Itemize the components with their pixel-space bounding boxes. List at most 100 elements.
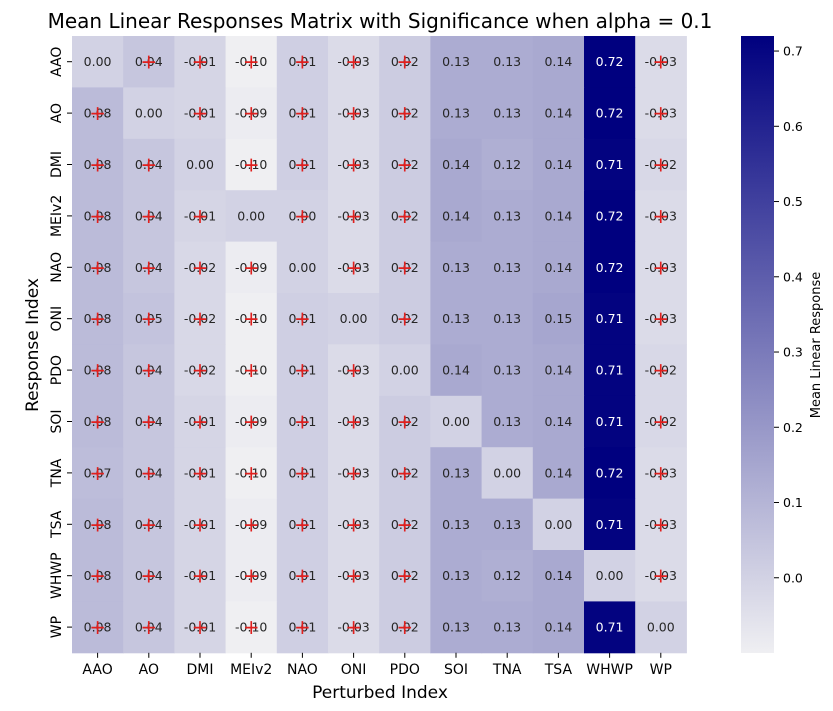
significance-marker: +: [89, 153, 106, 177]
cell-value-label: 0.05: [135, 311, 163, 326]
significance-marker: +: [396, 564, 413, 588]
heatmap-cell: [379, 550, 431, 602]
cell-value-label: -0.03: [645, 311, 677, 326]
x-tick-label: SOI: [444, 662, 468, 678]
significance-marker: +: [192, 307, 209, 331]
cell-value-label: 0.04: [135, 620, 163, 635]
cell-value-label: -0.03: [645, 568, 677, 583]
cell-value-label: 0.01: [288, 311, 316, 326]
heatmap-cell: [276, 601, 329, 654]
heatmap-cell: [584, 293, 636, 345]
significance-marker: +: [140, 461, 157, 485]
heatmap-cell: [72, 447, 124, 500]
cell-value-label: -0.03: [645, 465, 677, 480]
heatmap-cell: [72, 395, 124, 448]
heatmap-cell: [72, 498, 124, 551]
significance-marker: +: [192, 204, 209, 228]
cell-value-label: 0.71: [596, 311, 624, 326]
cell-value-label: 0.13: [493, 260, 521, 275]
cell-value-label: -0.01: [184, 414, 216, 429]
cell-value-label: -0.10: [235, 311, 267, 326]
significance-marker: +: [243, 101, 260, 125]
heatmap-cell: [72, 601, 124, 654]
significance-marker: +: [345, 512, 362, 536]
heatmap-cell: [174, 190, 227, 243]
cell-value-label: -0.09: [235, 414, 267, 429]
cell-value-label: -0.09: [235, 517, 267, 532]
cell-value-label: 0.02: [391, 208, 419, 223]
heatmap-cell: [174, 447, 227, 500]
significance-marker: +: [652, 410, 669, 434]
cell-value-label: 0.14: [442, 208, 470, 223]
cell-value-label: 0.02: [391, 106, 419, 121]
heatmap-cell: [123, 498, 175, 551]
heatmap-cell: [72, 87, 124, 140]
cell-value-label: 0.04: [135, 54, 163, 69]
x-tick-label: NAO: [287, 662, 318, 678]
significance-marker: +: [243, 461, 260, 485]
cell-value-label: -0.10: [235, 363, 267, 378]
significance-marker: +: [345, 50, 362, 74]
cell-value-label: -0.01: [184, 208, 216, 223]
y-axis-ticks: AAO AO DMI MEIv2 NAO ONI PDO SOI TNA TSA WHWP WP: [49, 47, 72, 638]
cell-value-label: -0.03: [337, 208, 369, 223]
heatmap-cell: [328, 241, 380, 294]
cell-value-label: 0.04: [135, 517, 163, 532]
cell-value-label: 0.04: [135, 208, 163, 223]
cell-value-label: 0.01: [288, 465, 316, 480]
heatmap-cell: [276, 447, 329, 500]
heatmap-cell: [72, 344, 124, 397]
cell-value-label: -0.03: [337, 620, 369, 635]
colorbar-tick-label: 0.6: [783, 119, 803, 134]
significance-marker: +: [192, 564, 209, 588]
cell-value-label: 0.00: [135, 106, 163, 121]
significance-marker: +: [89, 358, 106, 382]
significance-marker: +: [192, 615, 209, 639]
cell-value-label: -0.03: [337, 157, 369, 172]
chart-title: Mean Linear Responses Matrix with Signif…: [48, 9, 713, 33]
cell-value-label: -0.03: [337, 363, 369, 378]
heatmap-cell: [225, 36, 278, 88]
heatmap-cell: [225, 395, 278, 448]
cell-value-label: 0.13: [493, 208, 521, 223]
heatmap-cell: [635, 241, 687, 294]
heatmap-cell: [584, 601, 636, 654]
cell-value-label: -0.10: [235, 157, 267, 172]
y-tick-label: WHWP: [49, 552, 65, 599]
cell-value-label: 0.08: [84, 208, 112, 223]
cell-value-label: 0.13: [442, 260, 470, 275]
significance-marker: +: [140, 255, 157, 279]
heatmap-cell: [72, 241, 124, 294]
cell-value-label: 0.04: [135, 260, 163, 275]
heatmap-cell: [72, 293, 124, 345]
x-tick-label: TSA: [544, 662, 573, 678]
significance-marker: +: [652, 50, 669, 74]
heatmap-cell: [276, 498, 329, 551]
cell-value-label: 0.15: [544, 311, 572, 326]
heatmap-cell: [532, 447, 585, 500]
significance-marker: +: [345, 461, 362, 485]
colorbar-tick-label: 0.1: [783, 495, 803, 510]
heatmap-cell: [174, 550, 227, 602]
heatmap-cell: [635, 498, 687, 551]
cell-value-label: 0.08: [84, 157, 112, 172]
significance-marker: +: [294, 101, 311, 125]
heatmap-cell: [328, 87, 380, 140]
significance-marker: +: [243, 153, 260, 177]
significance-marker: +: [345, 358, 362, 382]
heatmap-cell: [174, 293, 227, 345]
cell-value-label: 0.02: [391, 620, 419, 635]
significance-marker: +: [192, 461, 209, 485]
cell-value-label: 0.13: [442, 465, 470, 480]
significance-marker: +: [294, 204, 311, 228]
heatmap-cell: [123, 36, 175, 88]
heatmap-cell: [532, 241, 585, 294]
heatmap-cell: [379, 190, 431, 243]
significance-marker: +: [140, 50, 157, 74]
cell-value-label: -0.10: [235, 54, 267, 69]
cell-value-label: -0.09: [235, 260, 267, 275]
heatmap-cell: [123, 293, 175, 345]
heatmap-cell: [532, 395, 585, 448]
heatmap-cell: [481, 601, 534, 654]
x-tick-label: PDO: [390, 662, 420, 678]
